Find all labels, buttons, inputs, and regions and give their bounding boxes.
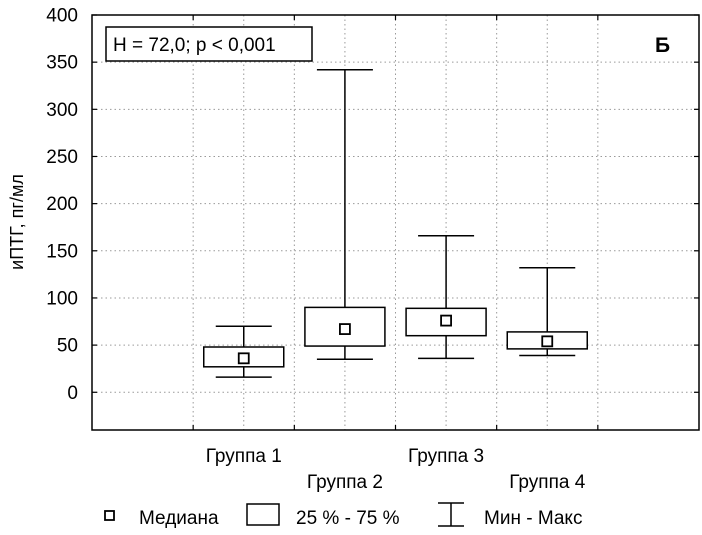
x-tick-label: Группа 3 bbox=[408, 446, 484, 467]
legend-whisker-label: Мин - Макс bbox=[484, 508, 582, 529]
median-marker bbox=[237, 352, 250, 365]
annotation-box bbox=[105, 26, 313, 62]
y-tick-labels: 0 50 100 150 200 250 300 350 400 bbox=[46, 6, 78, 404]
x-tick-label: Группа 2 bbox=[307, 472, 383, 493]
y-tick-label: 50 bbox=[57, 336, 78, 357]
y-tick-label: 300 bbox=[46, 100, 78, 121]
annotation-text: H = 72,0; p < 0,001 bbox=[113, 35, 276, 56]
axis-ticks bbox=[92, 14, 699, 430]
legend-median-label: Медиана bbox=[139, 508, 219, 529]
y-tick-label: 100 bbox=[46, 288, 78, 309]
grid-lines bbox=[92, 14, 699, 430]
legend-median-marker bbox=[104, 510, 115, 521]
legend: Медиана 25 % - 75 % Мин - Макс bbox=[104, 502, 582, 529]
box-group bbox=[506, 267, 588, 357]
boxes bbox=[203, 68, 588, 378]
x-tick-labels: Группа 1 Группа 2 Группа 3 Группа 4 bbox=[206, 446, 586, 493]
y-tick-label: 400 bbox=[46, 6, 78, 27]
legend-box-label: 25 % - 75 % bbox=[296, 508, 400, 529]
box-group bbox=[304, 68, 386, 361]
legend-box-marker bbox=[246, 503, 280, 526]
legend-whisker-marker bbox=[438, 502, 464, 527]
y-tick-label: 250 bbox=[46, 147, 78, 168]
y-axis-label: иПТГ, пг/мл bbox=[7, 174, 27, 270]
y-tick-label: 150 bbox=[46, 241, 78, 262]
median-marker bbox=[440, 314, 452, 327]
panel-label: Б bbox=[655, 34, 670, 57]
y-tick-label: 350 bbox=[46, 53, 78, 74]
median-marker bbox=[339, 323, 351, 335]
y-tick-label: 0 bbox=[67, 383, 78, 404]
x-tick-label: Группа 4 bbox=[509, 472, 585, 493]
box-group bbox=[203, 325, 285, 378]
y-tick-label: 200 bbox=[46, 194, 78, 215]
box-group bbox=[405, 234, 487, 360]
x-tick-label: Группа 1 bbox=[206, 446, 282, 467]
median-marker bbox=[541, 335, 554, 348]
plot-frame bbox=[91, 14, 700, 431]
